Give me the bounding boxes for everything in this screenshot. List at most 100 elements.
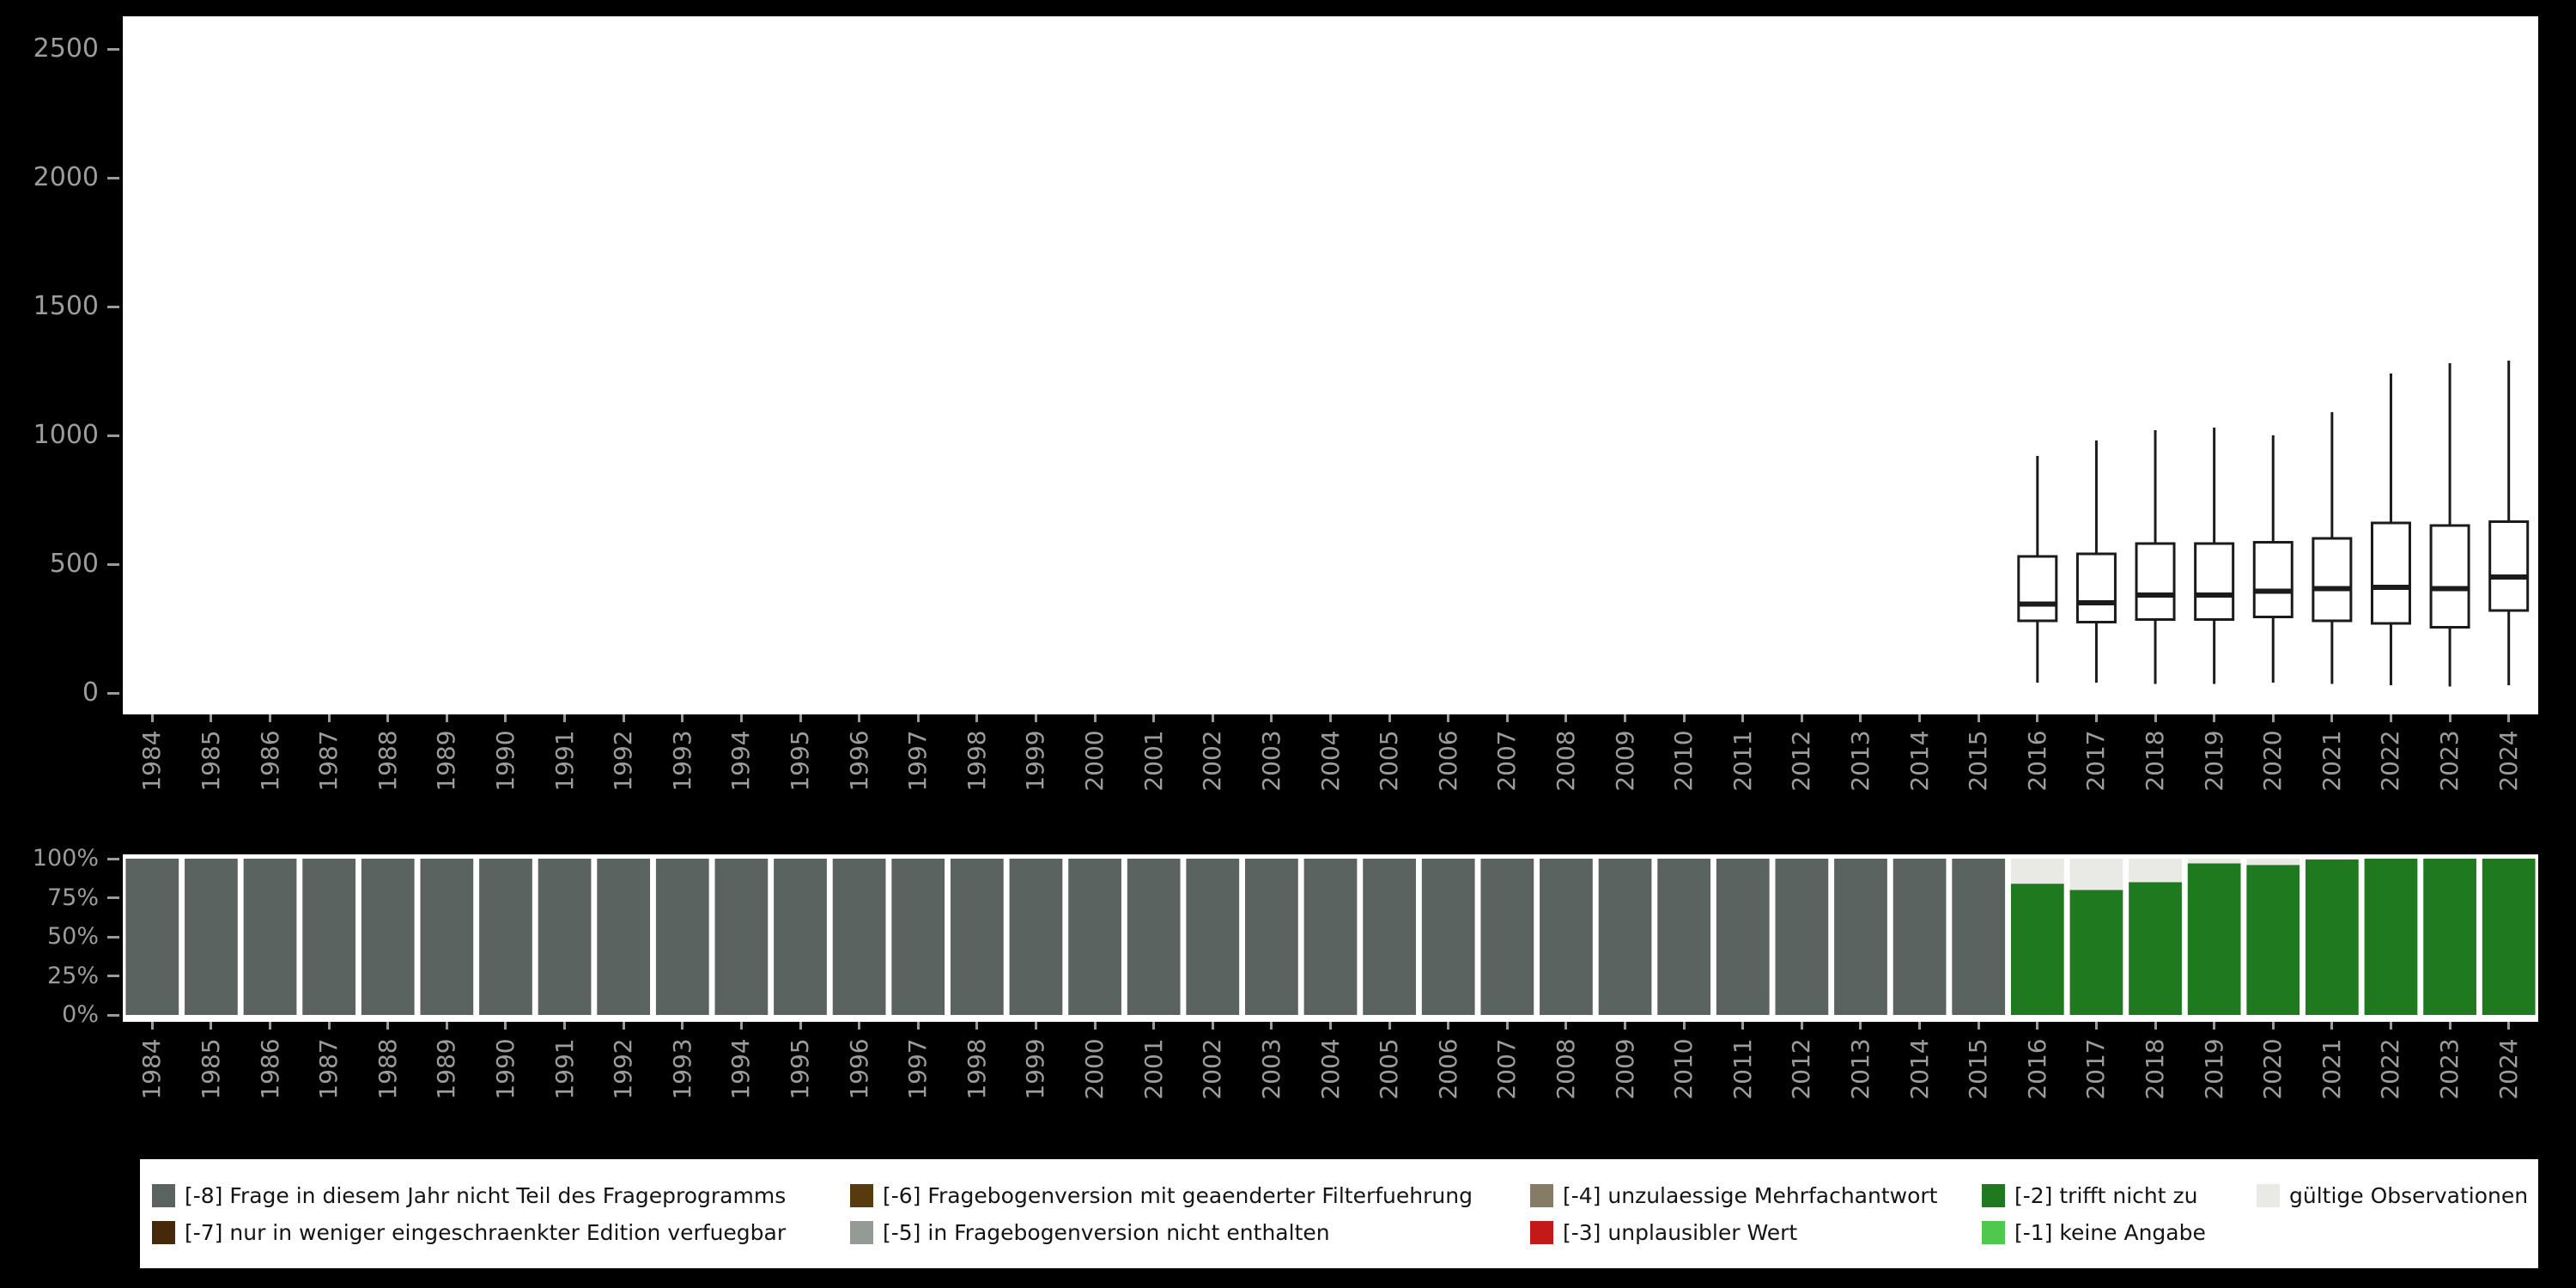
- year-label: 2015: [1964, 730, 1993, 792]
- x-axis-tick-mark: [1800, 714, 1803, 722]
- legend-swatch: [152, 1183, 175, 1207]
- x-axis-tick-mark: [681, 714, 684, 722]
- year-label: 2020: [2258, 1038, 2287, 1100]
- y-axis-tick-label: 1500: [33, 291, 99, 321]
- bar-segment: [2482, 859, 2536, 1015]
- bar-2004: [1303, 859, 1358, 1015]
- year-label: 1994: [726, 1038, 756, 1100]
- iqr-box: [2429, 524, 2470, 629]
- bar-1999: [1009, 859, 1063, 1015]
- year-label: 1997: [903, 1038, 933, 1100]
- legend-item: gültige Observationen: [2257, 1183, 2538, 1208]
- bar-segment: [1068, 859, 1121, 1015]
- bar-2019: [2187, 859, 2241, 1015]
- bar-segment: [2246, 865, 2300, 1015]
- x-axis-tick-mark: [1211, 1022, 1214, 1030]
- y-axis-tick-label: 2500: [33, 33, 99, 64]
- year-label: 1996: [844, 1038, 873, 1100]
- bar-segment: [1598, 859, 1652, 1015]
- x-axis-tick-mark: [1152, 1022, 1156, 1030]
- boxplot-chart: [2017, 361, 2530, 687]
- x-axis-tick-mark: [1152, 714, 1156, 722]
- bar-2020: [2246, 859, 2300, 1015]
- bar-segment: [714, 859, 769, 1015]
- y-axis-tick-mark: [107, 691, 119, 695]
- bar-segment: [243, 859, 297, 1015]
- bar-2022: [2364, 859, 2418, 1015]
- year-label: 1990: [490, 1038, 519, 1100]
- percent-tick-label: 50%: [46, 923, 99, 950]
- bar-segment: [1657, 859, 1711, 1015]
- bar-1997: [891, 859, 945, 1015]
- year-label: 1998: [962, 730, 991, 792]
- legend-swatch: [850, 1220, 873, 1244]
- x-axis-tick-mark: [1034, 714, 1037, 722]
- year-label: 2003: [1256, 730, 1285, 792]
- bar-2014: [1893, 859, 1947, 1015]
- year-label: 2007: [1492, 730, 1522, 792]
- x-axis-tick-mark: [386, 1022, 390, 1030]
- bar-1996: [832, 859, 886, 1015]
- x-axis-tick-mark: [1918, 1022, 1922, 1030]
- bar-1990: [479, 859, 532, 1015]
- y-axis-tick-mark: [107, 305, 119, 308]
- bar-segment: [2010, 884, 2064, 1015]
- year-label: 2013: [1845, 1038, 1874, 1100]
- bar-segment: [1186, 859, 1240, 1015]
- percent-tick-label: 75%: [46, 884, 99, 911]
- x-axis-tick-mark: [1034, 1022, 1037, 1030]
- year-label: 2011: [1728, 730, 1757, 792]
- bar-2007: [1480, 859, 1534, 1015]
- x-axis-tick-mark: [504, 714, 507, 722]
- stacked-bar-panel: [123, 854, 2538, 1022]
- bar-1988: [361, 859, 415, 1015]
- bar-segment: [2129, 882, 2182, 1015]
- bar-segment: [1775, 859, 1829, 1015]
- year-label: 1989: [432, 730, 461, 792]
- legend-swatch: [850, 1183, 873, 1207]
- year-label: 2000: [1080, 1038, 1109, 1100]
- x-axis-tick-mark: [386, 714, 390, 722]
- year-label: 1986: [255, 730, 284, 792]
- boxplot-2018: [2135, 430, 2176, 684]
- y-axis-tick-label: 2000: [33, 162, 99, 192]
- bar-segment: [2069, 859, 2123, 890]
- year-label: 2001: [1139, 730, 1168, 792]
- x-axis-tick-mark: [563, 1022, 567, 1030]
- bar-2023: [2423, 859, 2476, 1015]
- legend-label: [-2] trifft nicht zu: [2014, 1182, 2198, 1208]
- y-axis-tick-mark: [107, 176, 119, 179]
- year-label: 1997: [903, 730, 933, 792]
- boxplot-2019: [2194, 428, 2235, 684]
- year-label: 1992: [609, 730, 638, 792]
- iqr-box: [2075, 552, 2117, 623]
- boxplot-panel: [123, 16, 2538, 714]
- year-label: 1986: [255, 1038, 284, 1100]
- legend-item: [-2] trifft nicht zu: [1982, 1183, 2257, 1208]
- x-axis-tick-mark: [1859, 714, 1862, 722]
- iqr-box: [2488, 520, 2530, 612]
- bar-2013: [1834, 859, 1887, 1015]
- bar-segment: [2305, 859, 2359, 860]
- year-label: 1998: [962, 1038, 991, 1100]
- bar-1992: [597, 859, 651, 1015]
- bar-segment: [1480, 859, 1534, 1015]
- x-axis-tick-mark: [1505, 1022, 1509, 1030]
- x-axis-tick-mark: [1329, 714, 1332, 722]
- x-axis-tick-mark: [1564, 1022, 1568, 1030]
- boxplot-2016: [2017, 456, 2058, 683]
- legend-label: [-7] nur in weniger eingeschraenkter Edi…: [185, 1219, 787, 1245]
- year-label: 2013: [1845, 730, 1874, 792]
- x-axis-tick-mark: [269, 1022, 272, 1030]
- bar-2008: [1540, 859, 1593, 1015]
- year-label: 2005: [1375, 1038, 1404, 1100]
- bar-segment: [950, 859, 1004, 1015]
- x-axis-tick-mark: [1447, 1022, 1450, 1030]
- bar-segment: [2129, 859, 2182, 883]
- x-axis-tick-mark: [1977, 1022, 1980, 1030]
- bar-2001: [1127, 859, 1181, 1015]
- year-label: 2010: [1669, 730, 1698, 792]
- bar-segment: [774, 859, 827, 1015]
- iqr-box: [2135, 542, 2176, 621]
- x-axis-tick-mark: [504, 1022, 507, 1030]
